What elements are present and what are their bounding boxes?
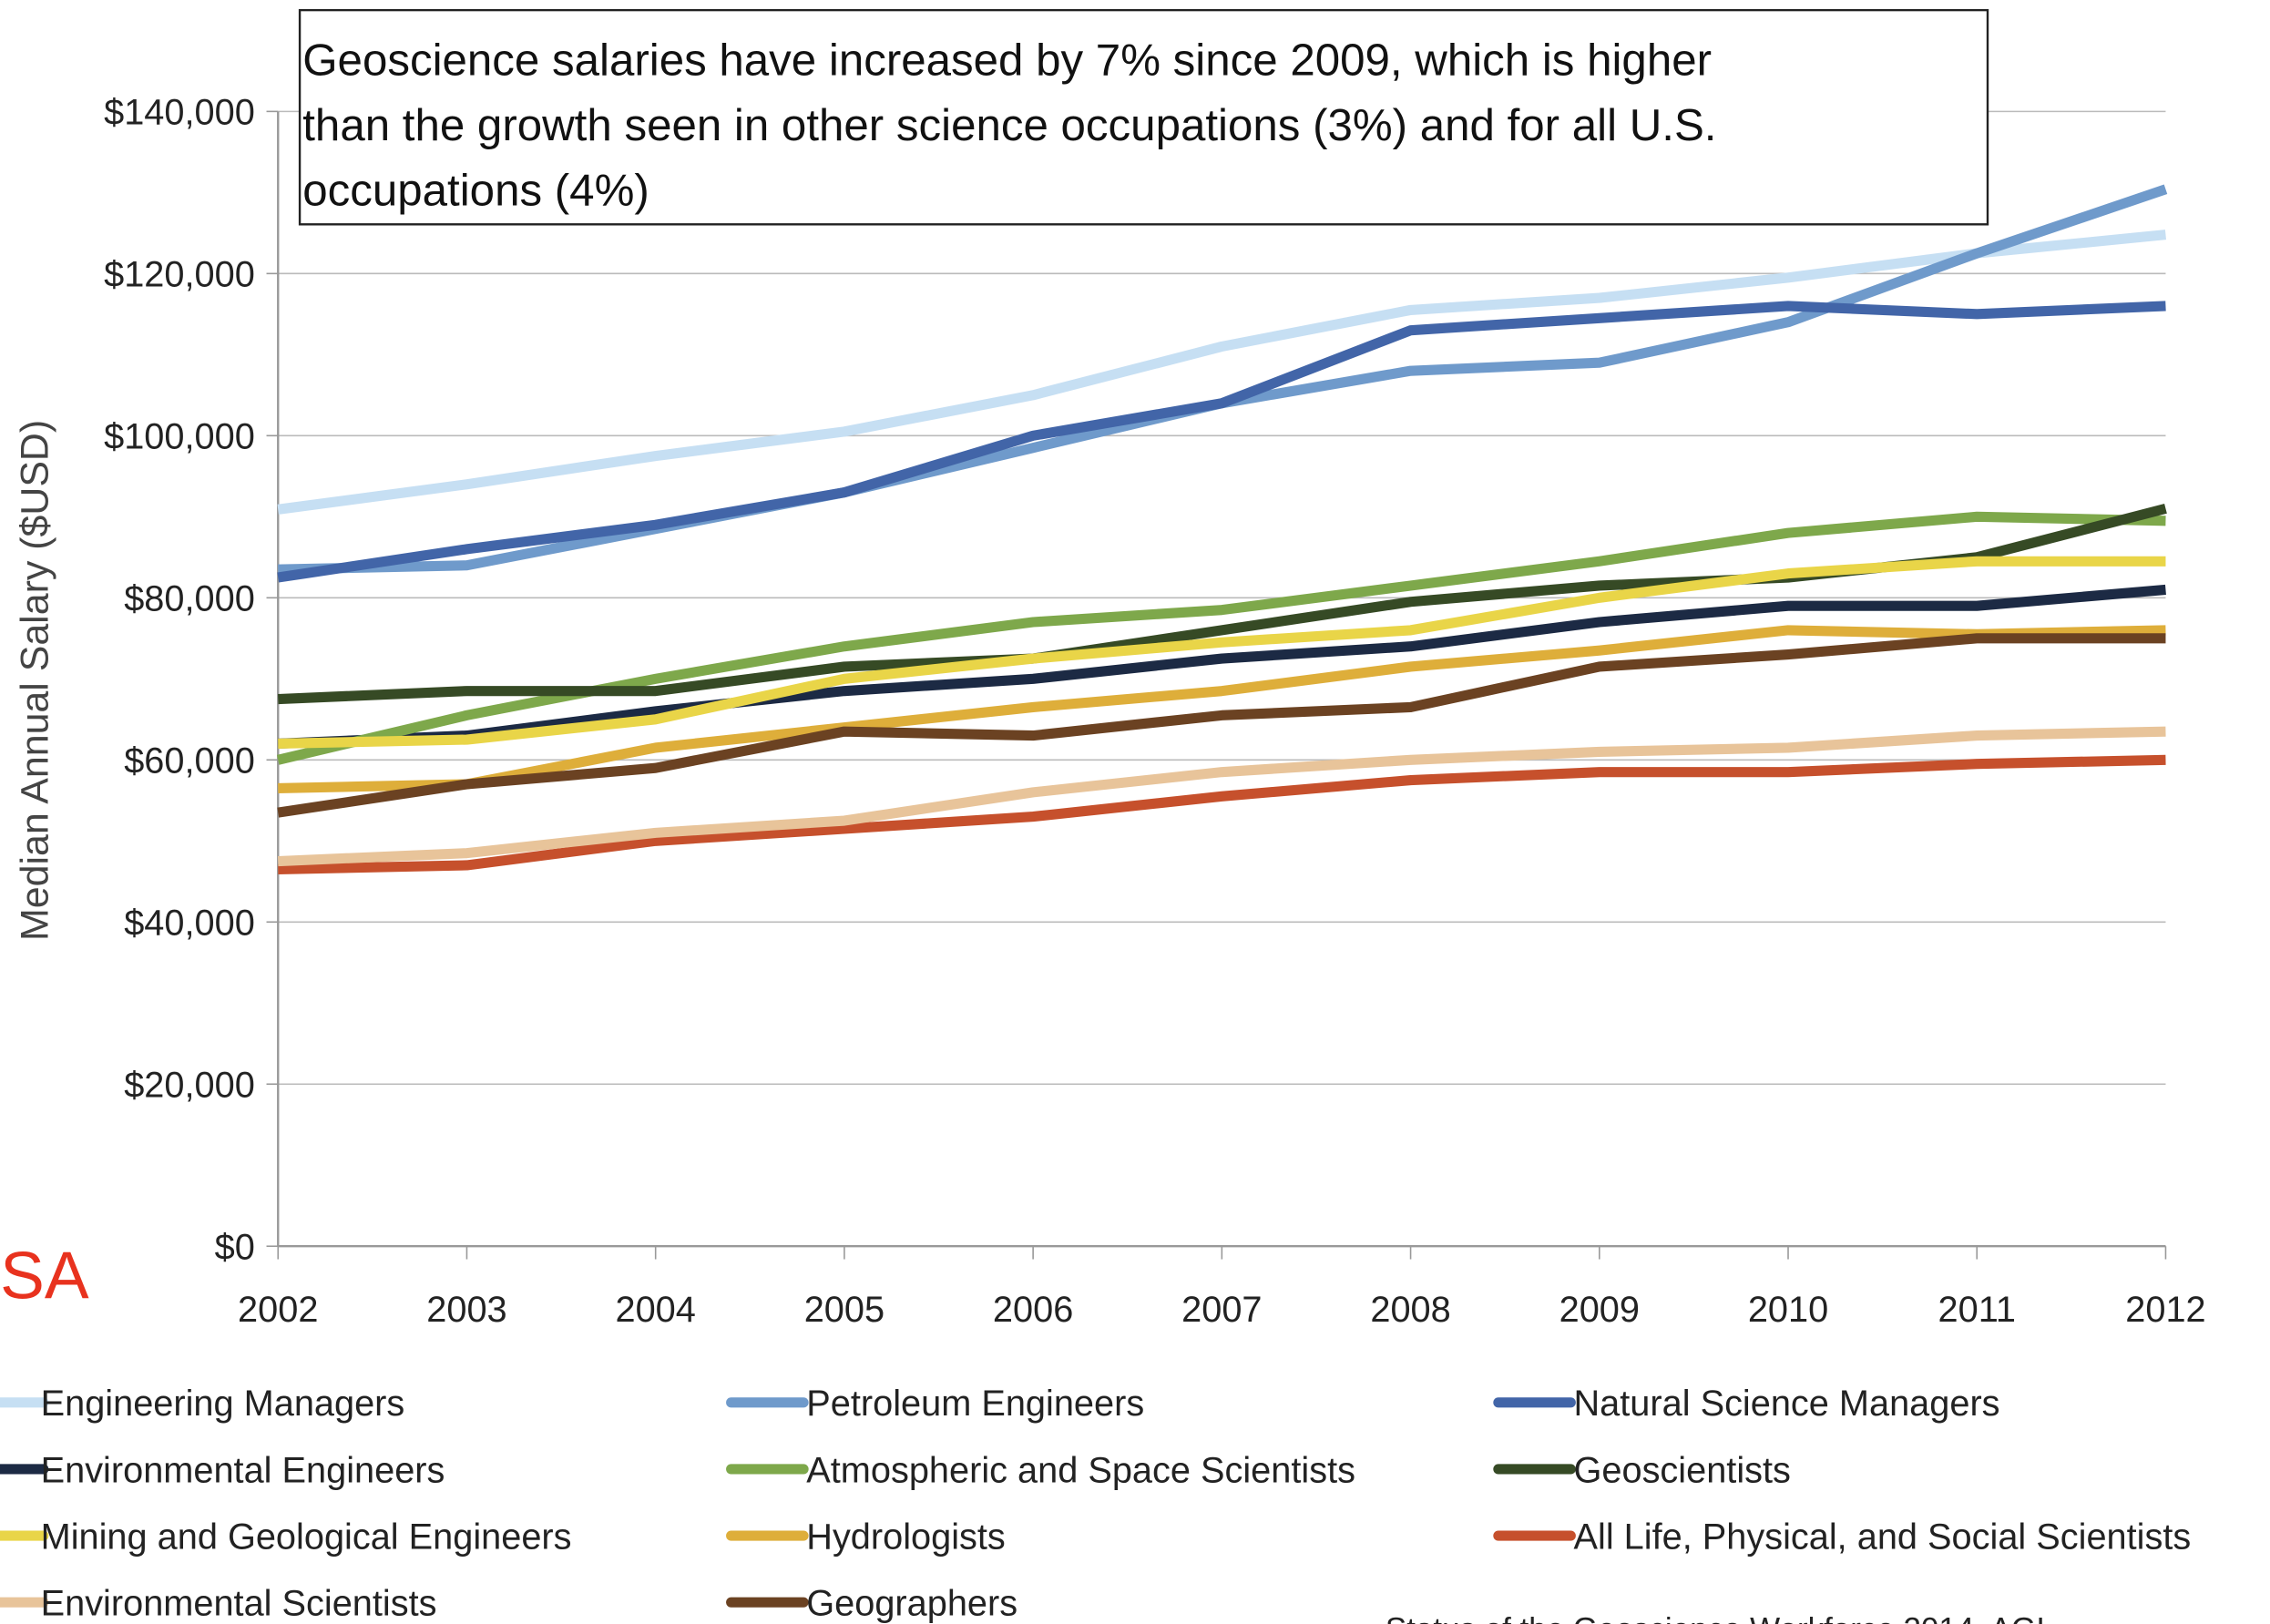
legend-item: Geoscientists — [1493, 1450, 1791, 1490]
y-tick-label: $120,000 — [104, 255, 255, 295]
legend-item: Petroleum Engineers — [726, 1384, 1144, 1424]
legend-item: All Life, Physical, and Social Scientist… — [1493, 1517, 2192, 1557]
series-line — [278, 625, 2166, 793]
x-tick-label: 2002 — [238, 1290, 318, 1330]
series-line — [277, 584, 2166, 750]
legend-item: Engineering Managers — [0, 1384, 404, 1424]
series-line — [277, 230, 2167, 515]
legend-label: Environmental Scientists — [41, 1583, 437, 1623]
x-tick-label: 2006 — [993, 1290, 1073, 1330]
legend-item: Hydrologists — [726, 1517, 1006, 1557]
legend-label: Geoscientists — [1574, 1450, 1791, 1490]
y-tick-label: $100,000 — [104, 417, 255, 457]
y-axis-title: Median Annual Salary ($USD) — [14, 420, 57, 941]
x-tick-label: 2009 — [1559, 1290, 1640, 1330]
source: Status of the Geoscience Workforce 2014,… — [1386, 1611, 2045, 1624]
annotation-line: than the growth seen in other science oc… — [302, 100, 1716, 150]
series-line — [277, 633, 2166, 818]
legend-item: Environmental Scientists — [0, 1583, 437, 1623]
series-line — [278, 184, 2168, 575]
x-tick-label: 2011 — [1938, 1290, 2016, 1330]
y-tick-label: $140,000 — [104, 93, 255, 133]
legend-item: Natural Science Managers — [1493, 1384, 2000, 1424]
series-line — [278, 556, 2166, 750]
y-tick-label: $60,000 — [124, 741, 255, 781]
legend-item: Mining and Geological Engineers — [0, 1517, 572, 1557]
annotation-line: occupations (4%) — [302, 166, 649, 216]
series-line — [277, 726, 2166, 867]
legend-label: Natural Science Managers — [1574, 1384, 2000, 1424]
legend-item: Geographers — [726, 1583, 1017, 1623]
y-tick-label: $40,000 — [124, 904, 255, 944]
x-tick-label: 2008 — [1370, 1290, 1450, 1330]
legend-label: Petroleum Engineers — [806, 1384, 1144, 1424]
legend-label: Engineering Managers — [41, 1384, 405, 1424]
legend-label: Mining and Geological Engineers — [41, 1517, 572, 1557]
annotation-line: Geoscience salaries have increased by 7%… — [302, 36, 1712, 86]
x-tick-label: 2004 — [616, 1290, 696, 1330]
y-tick-label: $80,000 — [124, 579, 255, 619]
x-tick-label: 2005 — [804, 1290, 884, 1330]
legend-label: All Life, Physical, and Social Scientist… — [1574, 1517, 2192, 1557]
legend-label: Geographers — [806, 1583, 1017, 1623]
legend-label: Environmental Engineers — [41, 1450, 445, 1490]
x-tick-label: 2007 — [1181, 1290, 1262, 1330]
corner-text: SA — [0, 1239, 89, 1312]
series-line — [278, 754, 2166, 874]
x-tick-label: 2003 — [426, 1290, 506, 1330]
y-tick-label: $20,000 — [124, 1066, 255, 1106]
annotation-box — [298, 8, 1989, 226]
x-tick-label: 2012 — [2125, 1290, 2205, 1330]
legend-item: Environmental Engineers — [0, 1450, 445, 1490]
legend-item: Atmospheric and Space Scientists — [726, 1450, 1355, 1490]
series-line — [277, 301, 2166, 583]
legend-label: Atmospheric and Space Scientists — [806, 1450, 1355, 1490]
legend-label: Hydrologists — [806, 1517, 1006, 1557]
x-tick-label: 2010 — [1748, 1290, 1828, 1330]
y-tick-label: $0 — [215, 1228, 255, 1268]
